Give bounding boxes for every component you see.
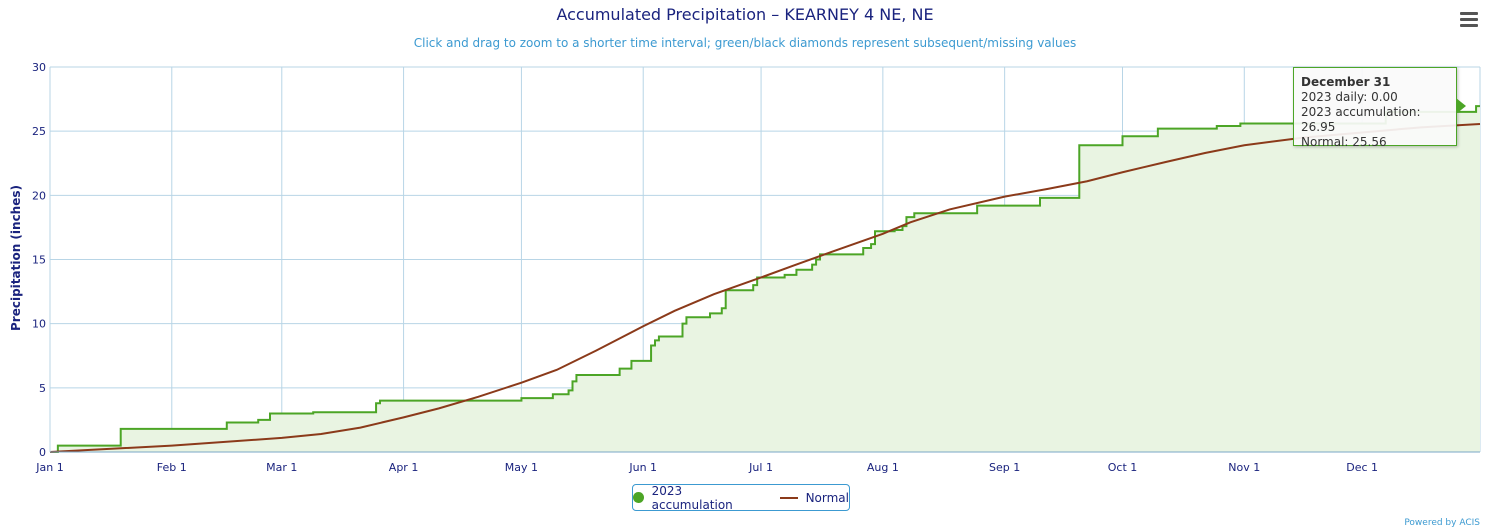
x-tick-label: Dec 1 <box>1346 461 1378 474</box>
y-tick-label: 15 <box>32 254 46 267</box>
x-tick-label: Jul 1 <box>748 461 773 474</box>
x-tick-label: Oct 1 <box>1108 461 1138 474</box>
tooltip-daily: 2023 daily: 0.00 <box>1301 90 1398 104</box>
y-tick-label: 5 <box>39 382 46 395</box>
y-axis-label: Precipitation (inches) <box>9 185 23 331</box>
legend: 2023 accumulation Normal <box>632 484 850 512</box>
tooltip-normal: Normal: 25.56 <box>1301 135 1387 149</box>
x-tick-label: Nov 1 <box>1228 461 1260 474</box>
y-tick-label: 10 <box>32 318 46 331</box>
legend-label-normal: Normal <box>805 490 849 505</box>
legend-dot-accumulation-icon <box>633 492 644 503</box>
y-tick-label: 20 <box>32 189 46 202</box>
series-layer <box>49 105 1481 453</box>
hamburger-menu-icon[interactable] <box>1460 12 1478 28</box>
accumulation-area <box>50 106 1480 453</box>
x-tick-label: May 1 <box>505 461 538 474</box>
data-tooltip: December 31 2023 daily: 0.00 2023 accumu… <box>1293 67 1457 149</box>
legend-line-normal-icon <box>779 496 798 499</box>
legend-label-accumulation: 2023 accumulation <box>651 483 733 512</box>
x-tick-label: Jun 1 <box>628 461 657 474</box>
chart-title: Accumulated Precipitation – KEARNEY 4 NE… <box>556 5 934 24</box>
x-tick-label: Feb 1 <box>157 461 187 474</box>
x-tick-label: Sep 1 <box>989 461 1020 474</box>
legend-item-normal[interactable]: Normal <box>779 490 849 505</box>
x-tick-label: Jan 1 <box>35 461 63 474</box>
tooltip-date: December 31 <box>1301 75 1391 89</box>
y-tick-label: 0 <box>39 446 46 459</box>
legend-item-accumulation[interactable]: 2023 accumulation <box>633 484 764 512</box>
chart-subtitle: Click and drag to zoom to a shorter time… <box>413 36 1077 50</box>
y-tick-label: 30 <box>32 61 46 74</box>
tooltip-accumulation: 2023 accumulation: 26.95 <box>1301 105 1421 134</box>
credit-link[interactable]: Powered by ACIS <box>1404 518 1480 528</box>
normal-line <box>49 122 1481 453</box>
y-tick-label: 25 <box>32 125 46 138</box>
tooltip-arrow <box>1456 98 1466 114</box>
x-tick-label: Aug 1 <box>867 461 899 474</box>
x-tick-label: Mar 1 <box>266 461 297 474</box>
axes-layer: 0 5 10 15 20 25 30 Jan 1 Feb 1 Mar 1 Apr 1 May 1 Jun… <box>32 61 1480 474</box>
x-tick-label: Apr 1 <box>389 461 419 474</box>
